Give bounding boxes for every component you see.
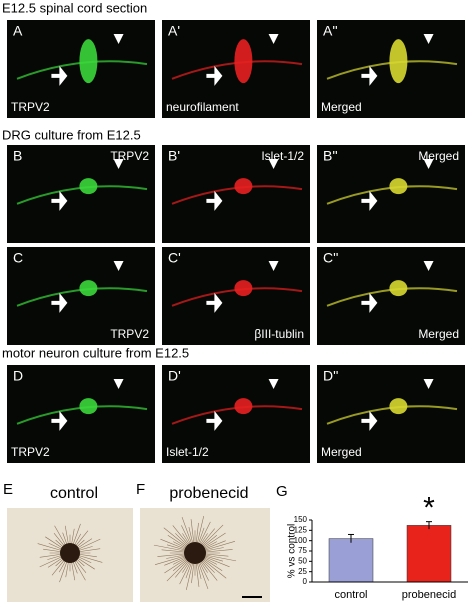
panel-letter: C' [168, 250, 181, 266]
arrow [51, 410, 68, 431]
x-tick-label: probenecid [402, 589, 456, 601]
panel-label: TRPV2 [110, 327, 149, 341]
arrowhead [113, 379, 124, 389]
arrow [206, 65, 223, 86]
bar [406, 525, 452, 583]
arrow [361, 410, 378, 431]
micrograph [7, 247, 155, 345]
arrow [51, 190, 68, 211]
panel-label: Islet-1/2 [166, 445, 209, 459]
cell [234, 39, 253, 84]
panel-label: TRPV2 [11, 100, 50, 114]
y-tick-label: 75 [298, 546, 307, 555]
arrowhead [268, 34, 279, 44]
panel-label: neurofilament [166, 100, 239, 114]
arrowhead [113, 261, 124, 271]
panel-letter: B [13, 148, 22, 164]
panel-letter: G [276, 483, 288, 500]
arrow [51, 292, 68, 313]
arrowhead [113, 34, 124, 44]
explant [60, 543, 80, 563]
cell [234, 280, 253, 297]
arrowhead [268, 379, 279, 389]
cell [389, 280, 408, 297]
y-tick-label: 150 [294, 515, 308, 524]
explant [184, 542, 206, 564]
cell [79, 39, 98, 84]
panel-letter: E [3, 481, 13, 498]
y-tick-label: 0 [303, 577, 308, 586]
arrow [361, 190, 378, 211]
section-title: DRG culture from E12.5 [2, 127, 141, 142]
panel-letter: A [13, 23, 23, 39]
panel-letter: C [13, 250, 23, 266]
panel-label: Merged [321, 100, 362, 114]
panel-label: probenecid [169, 485, 248, 502]
arrowhead [268, 261, 279, 271]
arrow [206, 190, 223, 211]
arrow [361, 292, 378, 313]
micrograph [7, 365, 155, 463]
arrow [206, 410, 223, 431]
panel-label: TRPV2 [11, 445, 50, 459]
panel-letter: C'' [323, 250, 338, 266]
section-title: E12.5 spinal cord section [2, 0, 147, 15]
arrow [361, 65, 378, 86]
micrograph [317, 365, 465, 463]
panel-letter: D' [168, 368, 181, 384]
panel-label: Islet-1/2 [261, 149, 304, 163]
cell [389, 39, 408, 84]
arrowhead [423, 379, 434, 389]
arrowhead [268, 159, 279, 169]
cell [389, 398, 408, 415]
arrow [206, 292, 223, 313]
panel-letter: D'' [323, 368, 338, 384]
panel-letter: A'' [323, 23, 338, 39]
cell [79, 398, 98, 415]
arrow [51, 65, 68, 86]
panel-label: Merged [418, 149, 459, 163]
micrograph [162, 365, 310, 463]
y-tick-label: 100 [294, 536, 308, 545]
y-tick-label: 25 [298, 567, 307, 576]
micrograph [317, 145, 465, 243]
cell [79, 178, 98, 195]
arrowhead [423, 261, 434, 271]
cell [234, 178, 253, 195]
x-tick-label: control [334, 589, 367, 601]
panel-letter: D [13, 368, 23, 384]
arrowhead [423, 34, 434, 44]
cell [79, 280, 98, 297]
panel-label: Merged [321, 445, 362, 459]
section-title: motor neuron culture from E12.5 [2, 345, 189, 360]
arrowhead [113, 159, 124, 169]
cell [234, 398, 253, 415]
panel-label: βIII-tublin [254, 327, 304, 341]
micrograph [7, 145, 155, 243]
panel-letter: F [136, 481, 145, 498]
panel-letter: A' [168, 23, 180, 39]
y-axis-label: % vs control [287, 524, 298, 578]
annotation: * [423, 492, 435, 525]
cell [389, 178, 408, 195]
panel-label: Merged [418, 327, 459, 341]
panel-label: control [50, 485, 98, 502]
micrograph [317, 247, 465, 345]
micrograph [162, 247, 310, 345]
arrowhead [423, 159, 434, 169]
bar [328, 538, 374, 583]
micrograph [162, 145, 310, 243]
y-tick-label: 50 [298, 556, 307, 565]
panel-letter: B' [168, 148, 180, 164]
y-tick-label: 125 [294, 525, 308, 534]
panel-label: TRPV2 [110, 149, 149, 163]
panel-letter: B'' [323, 148, 338, 164]
